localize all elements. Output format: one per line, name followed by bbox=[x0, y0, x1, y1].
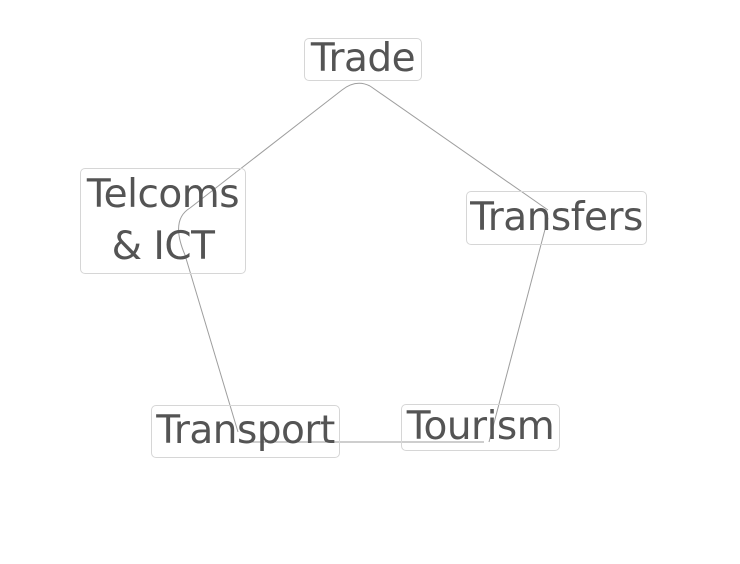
node-tourism: Tourism bbox=[401, 404, 560, 451]
node-transfers: Transfers bbox=[466, 191, 647, 245]
connector-trade-transfers bbox=[369, 85, 549, 211]
connector-telcoms-trade bbox=[189, 82, 371, 209]
connector-transport-telcoms bbox=[178, 207, 239, 433]
node-tourism-label: Tourism bbox=[406, 404, 555, 450]
node-trade-label: Trade bbox=[310, 36, 416, 82]
node-transfers-label: Transfers bbox=[470, 194, 643, 240]
node-transport-label: Transport bbox=[156, 408, 335, 454]
node-telcoms-ict: Telcoms & ICT bbox=[80, 168, 246, 274]
node-telcoms-ict-label: Telcoms & ICT bbox=[86, 172, 240, 269]
node-trade: Trade bbox=[304, 36, 422, 81]
node-transport: Transport bbox=[151, 405, 340, 458]
cycle-connectors bbox=[178, 82, 549, 443]
